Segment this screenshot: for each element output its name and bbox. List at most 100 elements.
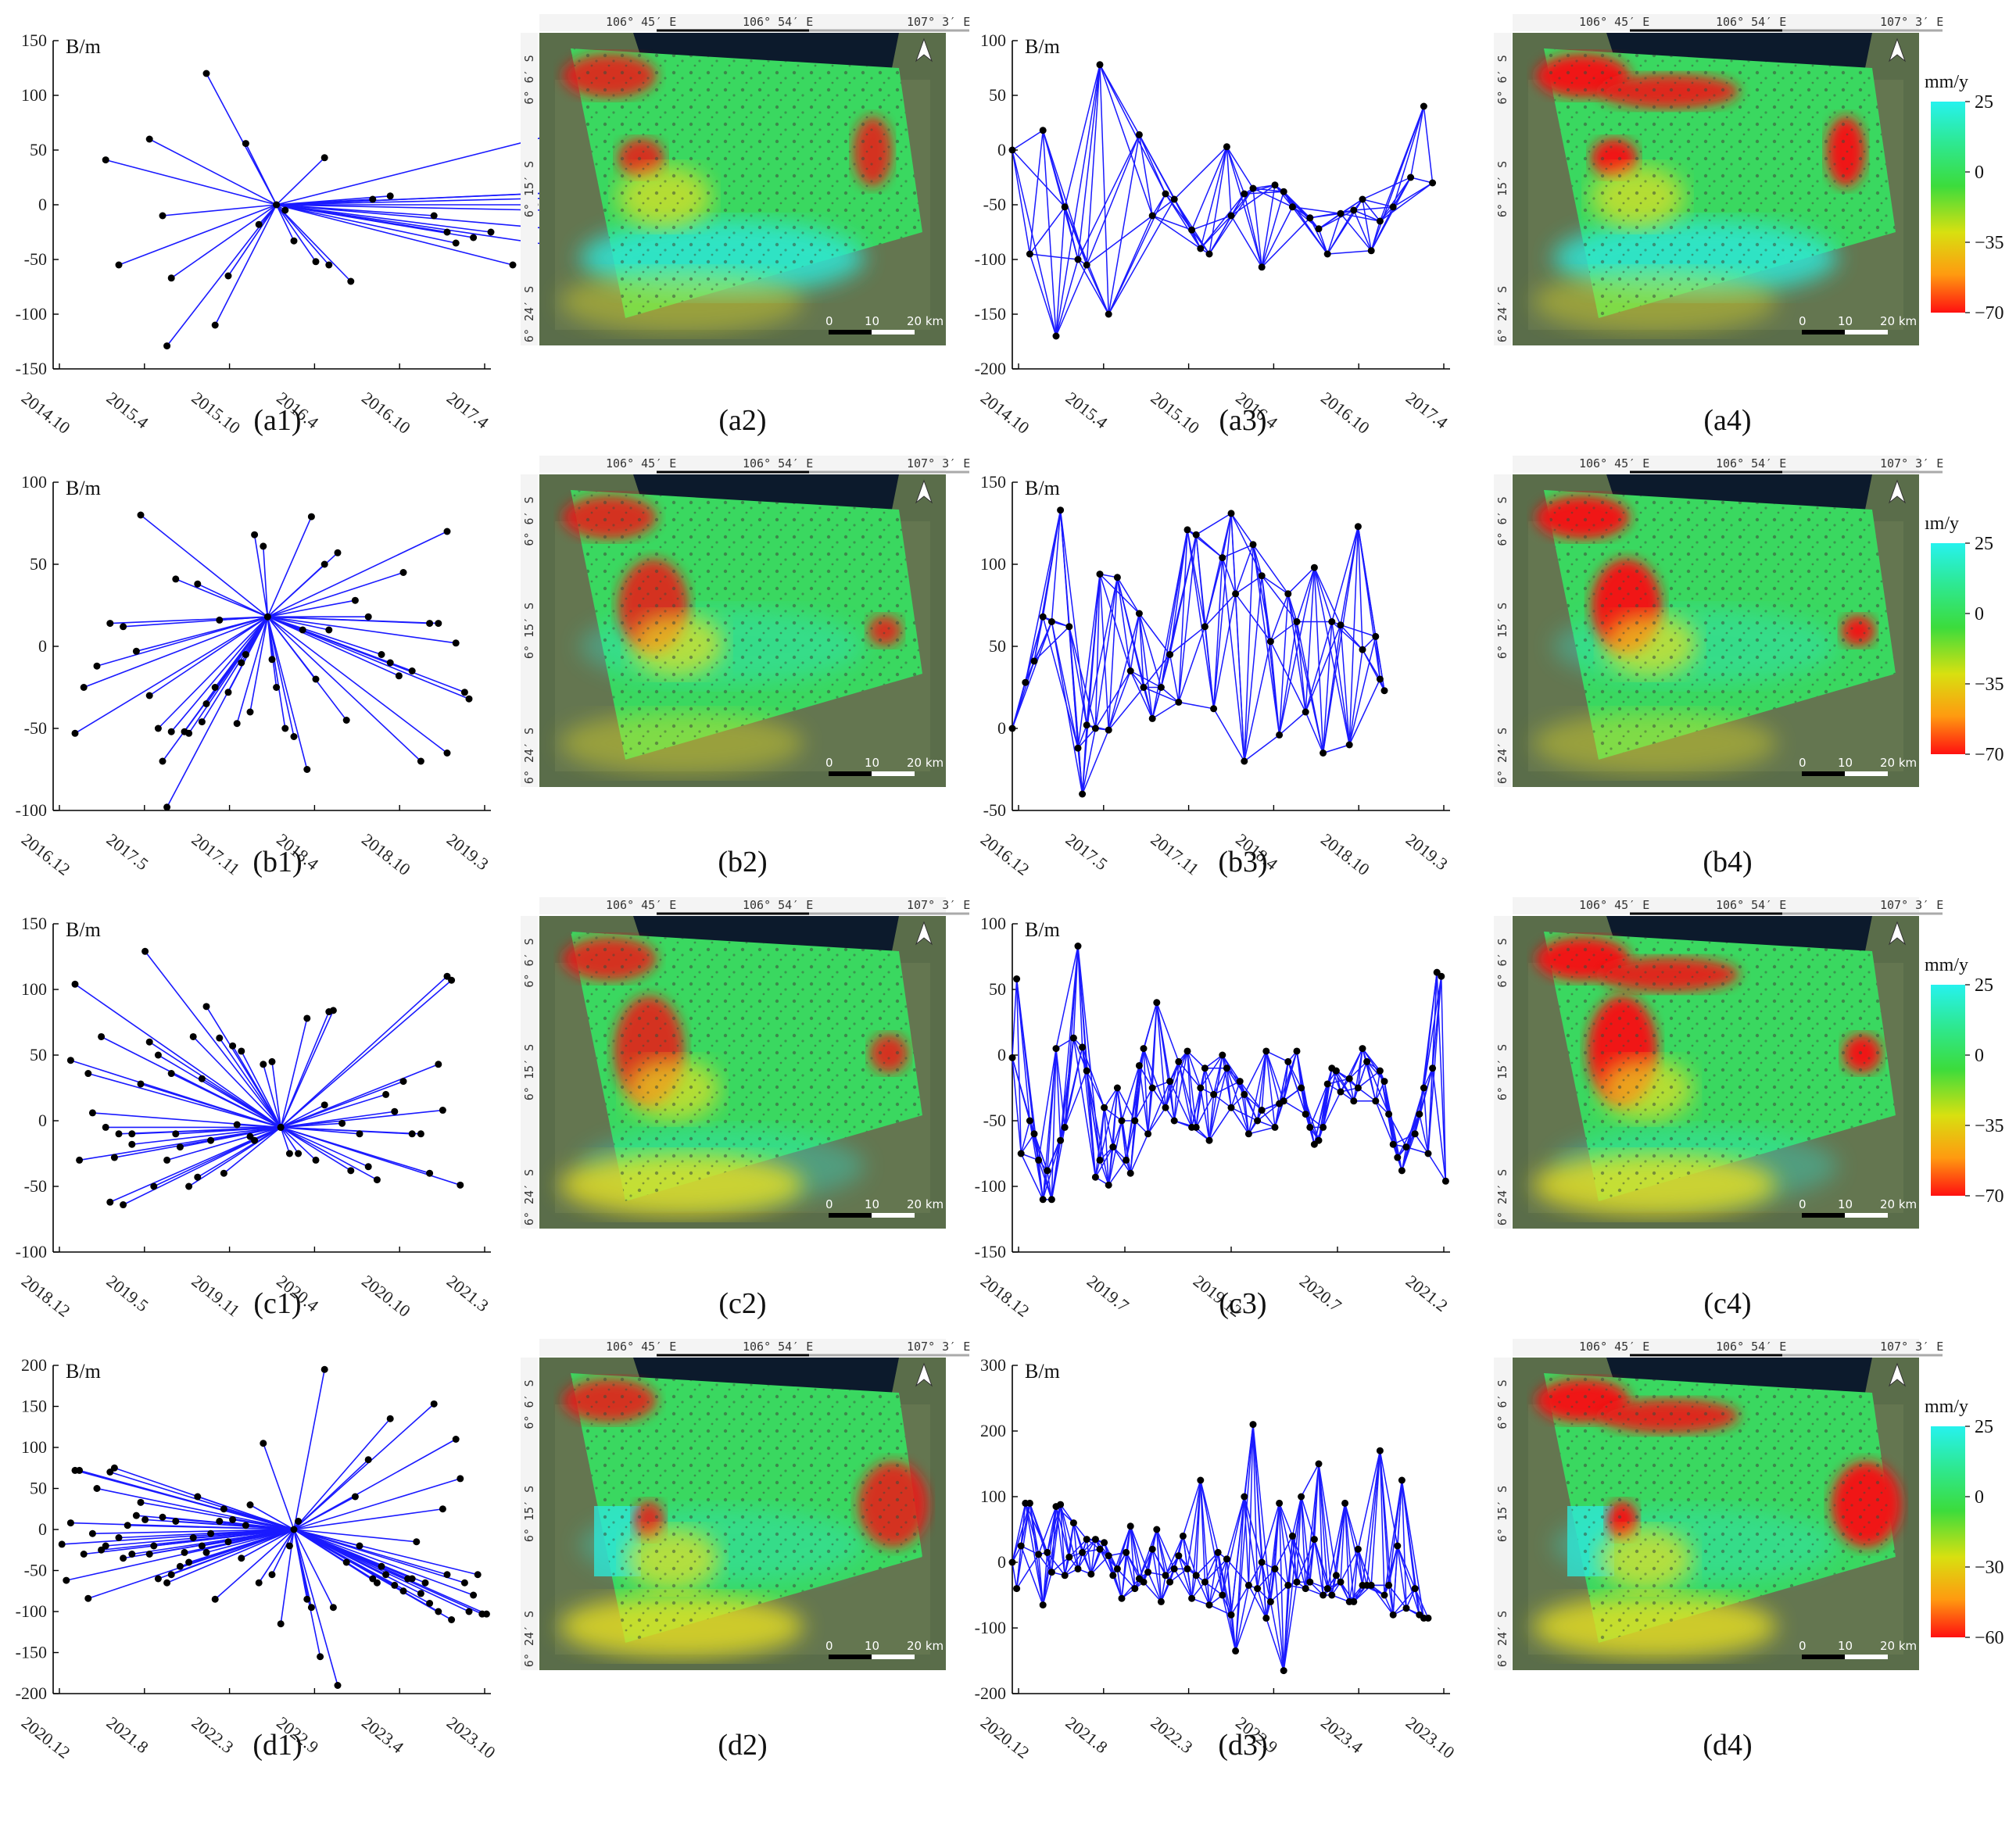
acquisition-point (150, 1542, 158, 1550)
network-edge (1357, 526, 1363, 650)
acquisition-point (1091, 724, 1099, 732)
acquisition-point (1192, 1123, 1200, 1131)
baseline-line (275, 204, 330, 266)
acquisition-point (1214, 1548, 1222, 1556)
incoherent-pixels (571, 932, 922, 1201)
baseline-line (223, 1126, 281, 1174)
colorbar (1931, 1426, 1965, 1637)
acquisition-point (145, 692, 153, 699)
scale-bar-white (872, 1655, 915, 1659)
baseline-line (162, 204, 277, 216)
lon-strip (539, 1339, 946, 1356)
network-edge (1222, 1594, 1237, 1651)
network-edge (1151, 215, 1201, 249)
network-edge (1261, 184, 1276, 267)
acquisition-point (448, 976, 456, 984)
acquisition-point (194, 1173, 202, 1181)
colorbar-tick-label: 0 (1975, 1487, 1984, 1508)
baseline-line (267, 617, 295, 737)
latitude-label: 6° 24′ S (1495, 286, 1509, 342)
network-edge (1064, 64, 1101, 207)
acquisition-point (202, 1003, 210, 1011)
x-tick-label: 2021.3 (443, 1271, 492, 1315)
acquisition-point (159, 212, 167, 220)
acquisition-point (1345, 1075, 1353, 1082)
acquisition-point (452, 1436, 460, 1443)
network-edge (1156, 1002, 1180, 1062)
longitude-label: 107° 3′ E (1880, 1340, 1943, 1354)
network-edge (1278, 1503, 1284, 1671)
network-edge (1187, 529, 1215, 709)
network-edge (1064, 206, 1079, 260)
x-tick-label: 2016.10 (358, 388, 414, 438)
network-edge (1244, 641, 1272, 762)
acquisition-point (320, 1101, 328, 1109)
network-edge (1081, 728, 1097, 795)
longitude-label: 106° 45′ E (606, 898, 676, 912)
network-edge (1012, 1562, 1018, 1589)
colorbar-tick-label: −30 (1975, 1558, 2004, 1578)
network-edge (1423, 972, 1438, 1089)
network-edge (1340, 1581, 1350, 1602)
acquisition-point (1101, 1104, 1108, 1111)
network-edge (1209, 1558, 1228, 1605)
acquisition-point (391, 1581, 399, 1589)
network-edge (1427, 976, 1442, 1154)
network-edge (1300, 1496, 1316, 1540)
latitude-label: 6° 15′ S (1495, 161, 1509, 217)
network-edge (1248, 1050, 1267, 1134)
network-edge (1051, 1048, 1057, 1200)
colorbar-tick-label: −60 (1975, 1628, 2004, 1648)
acquisition-point (1223, 143, 1230, 151)
network-edge (1051, 621, 1083, 795)
acquisition-point (1135, 131, 1143, 138)
network-edge (1104, 1107, 1123, 1122)
y-tick-label: 100 (21, 85, 47, 105)
baseline-line (267, 616, 421, 762)
network-edge (1266, 1050, 1284, 1102)
baseline-line (280, 1093, 386, 1129)
longitude-label: 106° 45′ E (606, 15, 676, 29)
y-tick-label: 50 (30, 554, 47, 574)
network-edge (1318, 228, 1328, 255)
acquisition-point (1271, 181, 1279, 189)
baseline-line (206, 73, 278, 206)
network-edge (1143, 1048, 1166, 1108)
baseline-line (293, 1529, 426, 1583)
network-edge (1397, 1545, 1407, 1608)
acquisition-point (1162, 190, 1169, 198)
network-edge (1340, 213, 1380, 222)
network-edge (1112, 1087, 1119, 1147)
longitude-label: 106° 54′ E (743, 898, 813, 912)
acquisition-point (194, 580, 202, 588)
acquisition-point (1385, 1111, 1393, 1118)
scale-bar-black (1802, 771, 1845, 776)
lat-strip (521, 33, 538, 345)
network-edge (1108, 671, 1131, 731)
network-edge (1200, 1479, 1219, 1553)
y-tick-label: -100 (975, 1618, 1006, 1637)
acquisition-point (1244, 1581, 1252, 1589)
colorbar-tick-label: 25 (1975, 1417, 1993, 1437)
acquisition-point (1162, 1572, 1169, 1580)
lat-strip (1494, 33, 1511, 345)
x-tick-label: 2015.10 (188, 388, 245, 438)
baseline-line (201, 1078, 281, 1129)
network-edge (1200, 1479, 1223, 1596)
baseline-line (267, 617, 286, 729)
baseline-line (96, 616, 268, 667)
network-edge (1344, 1503, 1350, 1602)
network-edge (1353, 1549, 1359, 1602)
network-edge (1072, 946, 1079, 1039)
acquisition-point (1197, 245, 1205, 252)
baseline-line (249, 1504, 295, 1530)
network-edge (1042, 510, 1062, 617)
longitude-label: 106° 54′ E (743, 15, 813, 29)
network-edge (1239, 1081, 1262, 1111)
network-edge (1230, 1081, 1241, 1108)
network-edge (1244, 193, 1262, 267)
y-tick-label: 200 (21, 1355, 47, 1375)
network-edge (1212, 557, 1223, 709)
acquisition-point (216, 1518, 224, 1525)
